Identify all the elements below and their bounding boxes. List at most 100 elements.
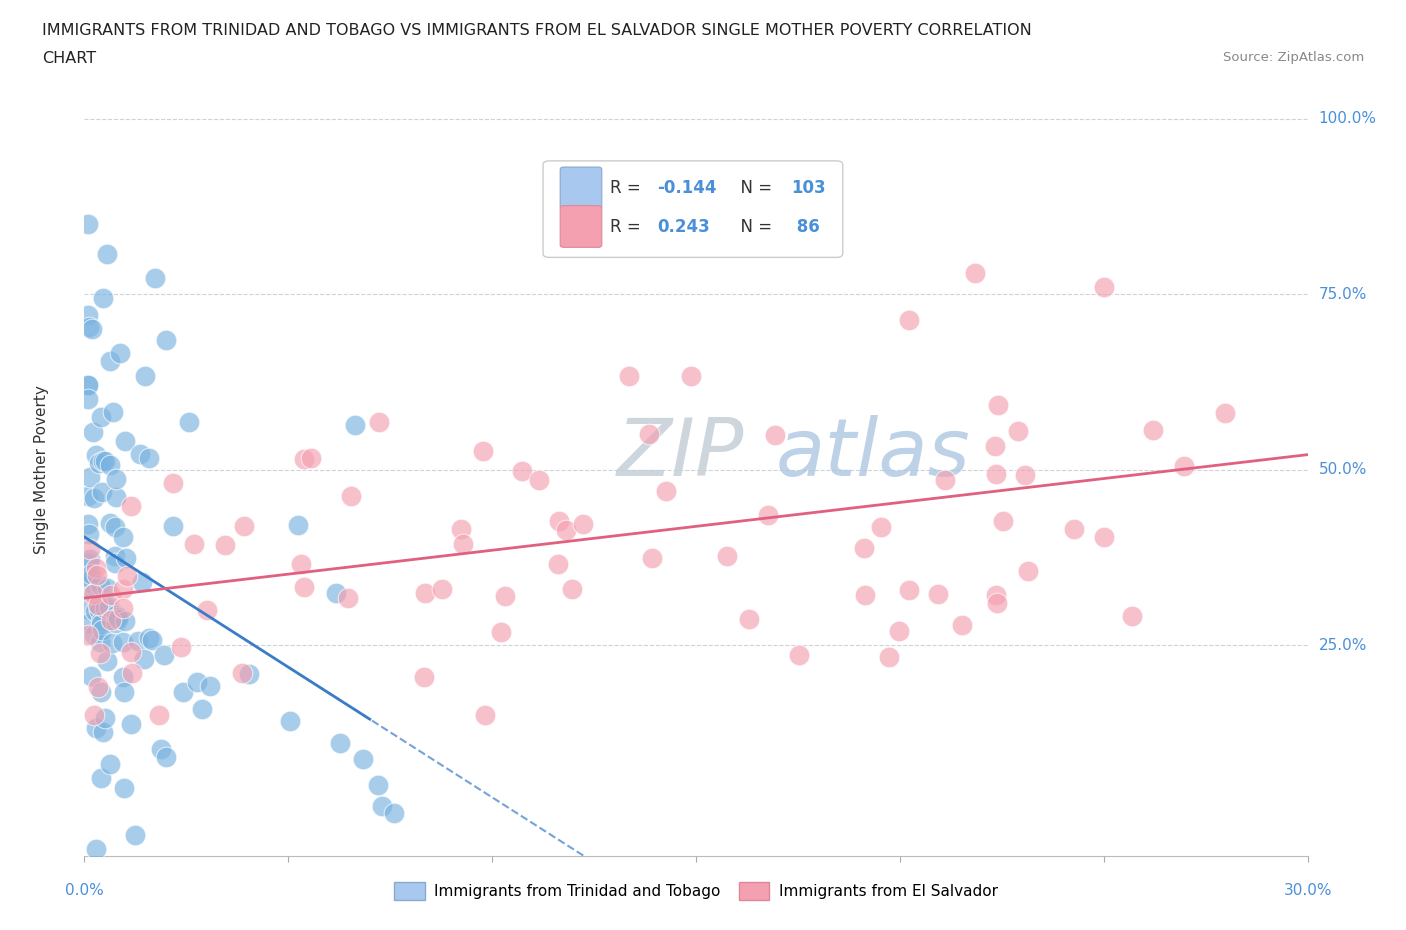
Point [134, 368, 156, 383]
Point [738, 612, 761, 627]
Point [84, 448, 107, 463]
Text: 75.0%: 75.0% [1319, 286, 1367, 301]
Text: ZIP: ZIP [616, 415, 744, 493]
Point [191, 702, 214, 717]
Point [111, 581, 134, 596]
Point [77, 616, 100, 631]
Point [128, 446, 150, 461]
Point [79, 526, 101, 541]
Point [101, 405, 124, 419]
Point [101, 635, 124, 650]
FancyBboxPatch shape [560, 206, 602, 247]
Point [186, 674, 208, 689]
Point [198, 679, 221, 694]
Point [77, 308, 100, 323]
Text: 103: 103 [792, 179, 825, 197]
Point [412, 670, 434, 684]
Point [77, 378, 100, 392]
Point [87, 456, 110, 471]
Point [100, 515, 122, 530]
Point [450, 522, 472, 537]
Point [238, 667, 260, 682]
Point [233, 518, 256, 533]
Point [80, 566, 103, 581]
Text: -0.144: -0.144 [657, 179, 716, 197]
Point [329, 736, 352, 751]
Point [183, 537, 205, 551]
Point [292, 580, 315, 595]
Point [179, 415, 201, 430]
Text: R =: R = [610, 179, 647, 197]
Point [77, 628, 100, 643]
Point [96, 580, 118, 595]
Point [84, 604, 107, 618]
Point [77, 517, 100, 532]
Point [90, 770, 112, 785]
Point [112, 684, 135, 699]
Point [1215, 405, 1237, 420]
Point [77, 378, 100, 392]
Point [89, 578, 111, 592]
Point [367, 415, 389, 430]
Text: 25.0%: 25.0% [1319, 638, 1367, 653]
Point [127, 634, 149, 649]
Point [430, 582, 453, 597]
Point [494, 589, 516, 604]
Point [287, 518, 309, 533]
Point [339, 488, 361, 503]
Point [138, 450, 160, 465]
Point [104, 556, 127, 571]
Point [155, 333, 177, 348]
Point [121, 666, 143, 681]
Point [82, 586, 104, 601]
Point [138, 631, 160, 645]
Point [79, 319, 101, 334]
Point [91, 485, 114, 499]
Point [79, 551, 101, 566]
Point [115, 551, 138, 565]
Point [162, 519, 184, 534]
Point [1063, 522, 1085, 537]
Point [789, 648, 811, 663]
Point [763, 428, 786, 443]
Point [619, 369, 641, 384]
Point [100, 588, 122, 603]
Point [90, 614, 112, 629]
Point [638, 427, 661, 442]
Point [984, 588, 1007, 603]
Point [91, 291, 114, 306]
Point [104, 549, 127, 564]
Point [965, 266, 987, 281]
Point [1142, 422, 1164, 437]
Text: 30.0%: 30.0% [1284, 884, 1331, 898]
Point [984, 467, 1007, 482]
Text: Single Mother Poverty: Single Mother Poverty [34, 385, 49, 554]
Point [105, 607, 128, 622]
Point [105, 616, 128, 631]
Point [80, 668, 103, 683]
FancyBboxPatch shape [543, 161, 842, 258]
Point [104, 520, 127, 535]
Text: 100.0%: 100.0% [1319, 112, 1376, 126]
Point [77, 489, 100, 504]
Point [512, 463, 534, 478]
Point [474, 708, 496, 723]
Point [111, 530, 134, 545]
Point [114, 613, 136, 628]
Point [472, 443, 495, 458]
Point [1173, 458, 1195, 473]
Point [120, 644, 142, 659]
Point [132, 652, 155, 667]
Point [991, 513, 1014, 528]
Point [77, 392, 100, 407]
Point [877, 650, 900, 665]
Text: atlas: atlas [776, 415, 970, 493]
Point [547, 556, 569, 571]
Point [79, 470, 101, 485]
Point [90, 684, 112, 699]
Text: 50.0%: 50.0% [1319, 462, 1367, 477]
Point [117, 568, 139, 583]
Point [1017, 564, 1039, 578]
Point [107, 609, 129, 624]
Point [114, 434, 136, 449]
